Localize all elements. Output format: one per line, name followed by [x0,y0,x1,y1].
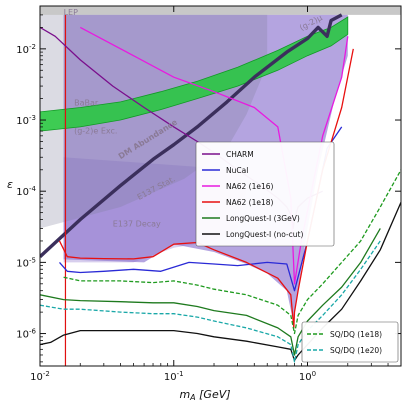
legend-entry-label: SQ/DQ (1e18) [330,330,382,339]
legend-secondary-box [301,321,399,363]
region-label-e137-decay: E137 Decay [113,219,161,228]
legend-entry-label: CHARM [226,150,254,159]
series-line-sq-dq-1e18- [63,169,401,335]
plot-frame [39,5,402,367]
x-axis-label: mA [GeV] [179,388,230,402]
legend-entry-label: NuCal [226,166,248,175]
region-label-lep: LEP [64,8,79,17]
legend-main: CHARM NuCal NA62 (1e16) NA62 (1e18) LongQues… [195,141,335,247]
legend-entry-label: NA62 (1e18) [226,198,274,207]
legend-entry-label: LongQuest-I (no-cut) [226,230,304,239]
region-g2mu-band [40,16,349,132]
y-axis-label: ε [7,178,13,191]
series-line-longquest-i-3gev- [40,228,381,356]
region-label--g-2-e-exc-: (g-2)e Exc. [74,126,117,135]
legend-entry-label: LongQuest-I (3GeV) [226,214,300,223]
region-lep [40,6,401,15]
series-line-sq-dq-1e20- [40,240,381,363]
series-line-longquest-i-no-cut- [40,201,401,362]
legend-entry-label: NA62 (1e16) [226,182,274,191]
legend-secondary: SQ/DQ (1e18) SQ/DQ (1e20) [301,321,399,363]
region-g2e-wedge [40,14,268,229]
region-dm-abundance [40,13,343,258]
legend-main-box [195,141,335,247]
legend-entry-label: SQ/DQ (1e20) [330,346,382,355]
series-line-nucal [59,126,343,292]
region-label-babar: BaBar [74,99,99,108]
